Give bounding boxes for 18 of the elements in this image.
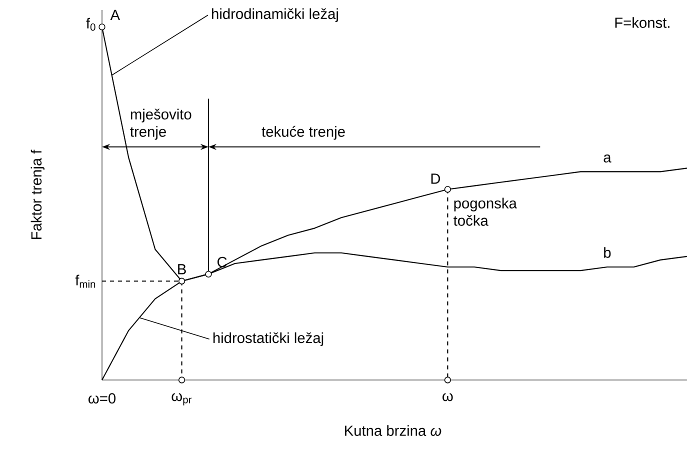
x-tick-label: ω$_{pr}$ — [172, 393, 192, 406]
annotation: mješovito trenje — [130, 108, 192, 140]
text: hidrodinamički ležaj — [212, 8, 338, 22]
text: f$_{min}$ — [75, 274, 96, 288]
x-tick-label: ω=0 — [88, 393, 116, 404]
annotation: pogonska točka — [454, 198, 517, 226]
x-tick-label: ω — [442, 393, 453, 402]
series-label: a — [604, 154, 612, 163]
annotation: D — [431, 174, 440, 184]
x-axis-title: Kutna brzina ω — [345, 425, 442, 436]
y-axis-title: Faktor trenja f — [30, 150, 44, 240]
annotation: B — [178, 264, 186, 274]
annotation: tekuće trenje — [262, 126, 345, 140]
annotation: hidrostatički ležaj — [213, 332, 324, 346]
series-label: b — [604, 247, 611, 258]
annotation: F=konst. — [615, 17, 670, 28]
annotation: f$_{0}$ — [86, 18, 96, 31]
annotation: A — [110, 10, 120, 20]
